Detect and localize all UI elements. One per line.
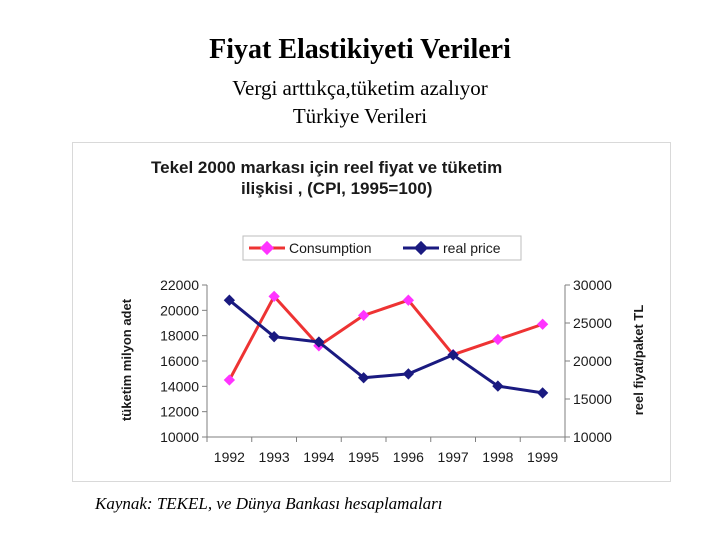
y-axis-left-label: tüketim milyon adet (119, 298, 134, 421)
x-tick-label: 1997 (438, 449, 469, 465)
data-point-real-price (447, 349, 459, 361)
y-right-tick-label: 25000 (573, 315, 612, 331)
data-point-consumption (223, 374, 236, 386)
chart-title-line1: Tekel 2000 markası için reel fiyat ve tü… (151, 158, 502, 177)
y-left-tick-label: 12000 (160, 404, 199, 420)
legend-real-price-marker (413, 240, 429, 256)
legend-real-price-label: real price (443, 240, 501, 256)
data-point-real-price (268, 331, 280, 343)
series-line-real-price (228, 299, 543, 395)
x-tick-label: 1995 (348, 449, 379, 465)
y-left-tick-label: 18000 (160, 328, 199, 344)
legend-consumption-label: Consumption (289, 240, 372, 256)
data-point-real-price (357, 372, 370, 384)
price-consumption-chart: Tekel 2000 markası için reel fiyat ve tü… (119, 158, 646, 465)
y-right-tick-label: 30000 (573, 277, 612, 293)
plot-area: 22000 20000 18000 16000 14000 12000 10000 30000… (160, 277, 612, 465)
x-tick-label: 1999 (527, 449, 558, 465)
legend-consumption-marker (259, 240, 275, 256)
data-point-consumption (492, 333, 504, 346)
data-point-consumption (536, 318, 549, 330)
data-point-real-price (313, 336, 325, 348)
y-left-tick-label: 10000 (160, 429, 199, 445)
subtitle-primary: Vergi arttıkça,tüketim azalıyor (232, 76, 488, 100)
data-point-real-price (223, 294, 236, 306)
y-right-tick-label: 15000 (573, 391, 612, 407)
x-tick-label: 1994 (303, 449, 334, 465)
chart-legend: Consumption real price (242, 235, 522, 261)
data-point-consumption (357, 309, 370, 322)
series-line-consumption (228, 294, 544, 381)
y-right-tick-label: 10000 (573, 429, 612, 445)
y-left-tick-label: 14000 (160, 378, 199, 394)
x-tick-label: 1992 (214, 449, 245, 465)
y-axis-right-label: reel fiyat/paket TL (631, 305, 646, 416)
data-point-consumption (402, 294, 415, 306)
y-left-tick-label: 22000 (160, 277, 199, 293)
x-tick-label: 1998 (482, 449, 513, 465)
legend-box (242, 235, 522, 261)
data-point-consumption (268, 290, 280, 303)
chart-title-line2: ilişkisi , (CPI, 1995=100) (241, 179, 432, 198)
source-note: Kaynak: TEKEL, ve Dünya Bankası hesaplam… (95, 494, 443, 513)
x-tick-label: 1993 (259, 449, 290, 465)
chart-frame: Tekel 2000 markası için reel fiyat ve tü… (72, 142, 671, 482)
data-point-real-price (402, 368, 415, 380)
data-point-real-price (536, 387, 549, 399)
page-title: Fiyat Elastikiyeti Verileri (209, 34, 511, 65)
x-tick-label: 1996 (393, 449, 424, 465)
y-left-tick-label: 16000 (160, 353, 199, 369)
data-point-real-price (492, 380, 504, 392)
y-left-tick-label: 20000 (160, 302, 199, 318)
subtitle-secondary: Türkiye Verileri (292, 104, 428, 128)
y-right-tick-label: 20000 (573, 353, 612, 369)
